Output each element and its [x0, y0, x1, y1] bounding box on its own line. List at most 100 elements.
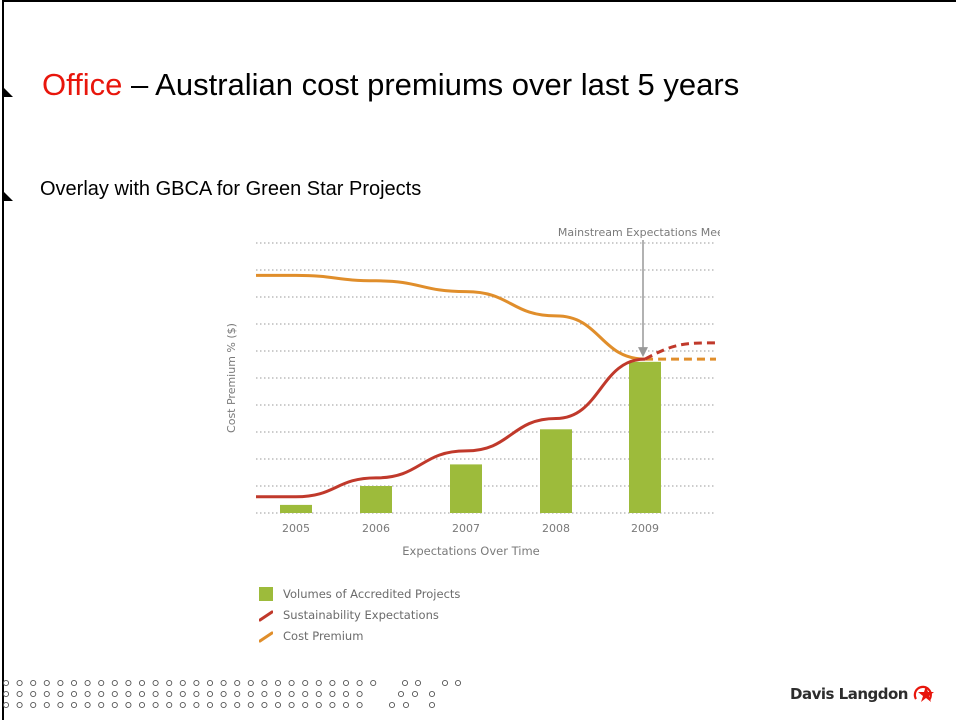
decorative-dot	[274, 690, 282, 698]
decorative-dot	[402, 701, 410, 709]
bar	[540, 429, 572, 513]
bullet-icon	[4, 192, 13, 201]
decorative-dot	[356, 679, 363, 687]
decorative-dot	[84, 701, 91, 709]
bullet-icon	[4, 88, 13, 97]
legend-label: Volumes of Accredited Projects	[283, 586, 461, 601]
bar	[360, 486, 392, 513]
decorative-dot	[179, 690, 186, 698]
decorative-dot	[206, 679, 214, 687]
decorative-dot	[261, 690, 268, 698]
legend-label: Sustainability Expectations	[283, 607, 439, 622]
company-logo: Davis Langdon	[790, 683, 934, 705]
decorative-dot	[329, 701, 336, 709]
logo-text: Davis Langdon	[790, 685, 908, 703]
decorative-dot	[388, 701, 396, 709]
decorative-dot	[84, 690, 91, 698]
decorative-dot	[98, 690, 105, 698]
decorative-dot	[166, 679, 173, 687]
title-highlight: Office	[42, 67, 123, 102]
decorative-dot	[2, 679, 10, 687]
decorative-dot	[111, 690, 118, 698]
y-axis-label: Cost Premium % ($)	[225, 323, 238, 433]
decorative-dot	[43, 690, 50, 698]
decorative-dot	[288, 679, 295, 687]
x-axis-label: Expectations Over Time	[402, 544, 539, 558]
decorative-dot	[397, 690, 405, 698]
decorative-dot	[30, 690, 37, 698]
slide-subtitle: Overlay with GBCA for Green Star Project…	[40, 178, 422, 200]
decorative-dot	[57, 679, 64, 687]
decorative-dot	[16, 679, 23, 687]
decorative-dot	[57, 690, 64, 698]
bar	[629, 361, 661, 513]
decorative-dot	[166, 690, 173, 698]
decorative-dot	[98, 679, 105, 687]
decorative-dot	[111, 701, 118, 709]
decorative-dot	[2, 690, 10, 698]
x-tick-label: 2006	[362, 522, 390, 535]
bar	[450, 464, 482, 513]
decorative-dot	[247, 701, 254, 709]
decorative-dot	[414, 679, 422, 687]
decorative-dot	[220, 679, 227, 687]
decorative-dot	[288, 701, 295, 709]
decorative-dot	[454, 679, 462, 687]
decorative-dot	[234, 701, 241, 709]
decorative-dot	[206, 690, 214, 698]
x-tick-label: 2007	[452, 522, 480, 535]
decorative-dot	[274, 679, 282, 687]
decorative-dot	[206, 701, 214, 709]
decorative-dot	[329, 679, 336, 687]
legend-label: Cost Premium	[283, 628, 364, 643]
legend-swatch-bar	[259, 586, 273, 601]
decorative-dot	[70, 690, 78, 698]
legend-item-sustainability: Sustainability Expectations	[259, 604, 460, 625]
decorative-dot	[138, 679, 146, 687]
decorative-dot	[261, 701, 268, 709]
decorative-dot	[261, 679, 268, 687]
decorative-dot	[30, 701, 37, 709]
decorative-dot	[30, 679, 37, 687]
decorative-dot	[247, 690, 254, 698]
decorative-dot	[125, 701, 132, 709]
decorative-dot	[152, 679, 159, 687]
decorative-dot	[179, 701, 186, 709]
decorative-dot	[401, 679, 409, 687]
decorative-dot	[16, 690, 23, 698]
decorative-dot	[247, 679, 254, 687]
decorative-dot	[315, 690, 322, 698]
decorative-dot	[356, 690, 363, 698]
decorative-dot	[193, 690, 200, 698]
decorative-dot	[274, 701, 282, 709]
title-text: – Australian cost premiums over last 5 y…	[122, 67, 740, 102]
decorative-dot	[342, 690, 350, 698]
chart-legend: Volumes of Accredited Projects Sustainab…	[259, 583, 460, 646]
decorative-dot	[43, 701, 50, 709]
decorative-dot-pattern	[2, 679, 462, 709]
decorative-dot	[302, 679, 309, 687]
decorative-dot	[179, 679, 186, 687]
decorative-dot	[125, 679, 132, 687]
decorative-dot	[356, 701, 363, 709]
decorative-dot	[441, 679, 449, 687]
decorative-dot	[43, 679, 50, 687]
decorative-dot	[98, 701, 105, 709]
decorative-dot	[302, 690, 309, 698]
decorative-dot	[138, 701, 146, 709]
legend-swatch-sustainability	[259, 610, 273, 621]
decorative-dot	[166, 701, 173, 709]
decorative-dot	[152, 690, 159, 698]
decorative-dot	[2, 701, 10, 709]
legend-item-cost-premium: Cost Premium	[259, 625, 460, 646]
sustainability-expectations-line	[256, 357, 646, 499]
decorative-dot	[342, 701, 350, 709]
decorative-dot	[138, 690, 146, 698]
cost-premium-line	[255, 273, 646, 361]
decorative-dot	[428, 690, 436, 698]
decorative-dot	[84, 679, 91, 687]
legend-swatch-cost-premium	[259, 631, 273, 642]
slide-frame-left	[2, 0, 4, 720]
decorative-dot	[193, 701, 200, 709]
decorative-dot	[193, 679, 200, 687]
